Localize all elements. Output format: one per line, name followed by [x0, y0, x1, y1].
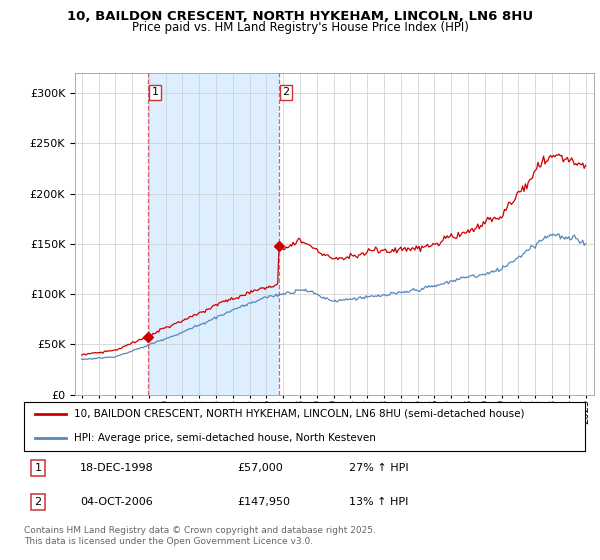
Text: 1: 1 [152, 87, 158, 97]
Text: 1: 1 [35, 463, 41, 473]
Text: 2: 2 [34, 497, 41, 507]
Text: HPI: Average price, semi-detached house, North Kesteven: HPI: Average price, semi-detached house,… [74, 433, 376, 444]
Text: 18-DEC-1998: 18-DEC-1998 [80, 463, 154, 473]
Text: £57,000: £57,000 [237, 463, 283, 473]
Text: 13% ↑ HPI: 13% ↑ HPI [349, 497, 409, 507]
Bar [148, 73, 279, 395]
Text: Contains HM Land Registry data © Crown copyright and database right 2025.
This d: Contains HM Land Registry data © Crown c… [24, 526, 376, 546]
Text: Price paid vs. HM Land Registry's House Price Index (HPI): Price paid vs. HM Land Registry's House … [131, 21, 469, 34]
Text: 27% ↑ HPI: 27% ↑ HPI [349, 463, 409, 473]
Text: 2: 2 [283, 87, 290, 97]
Text: 10, BAILDON CRESCENT, NORTH HYKEHAM, LINCOLN, LN6 8HU (semi-detached house): 10, BAILDON CRESCENT, NORTH HYKEHAM, LIN… [74, 409, 525, 419]
Text: 10, BAILDON CRESCENT, NORTH HYKEHAM, LINCOLN, LN6 8HU: 10, BAILDON CRESCENT, NORTH HYKEHAM, LIN… [67, 10, 533, 22]
Text: 04-OCT-2006: 04-OCT-2006 [80, 497, 153, 507]
Text: £147,950: £147,950 [237, 497, 290, 507]
